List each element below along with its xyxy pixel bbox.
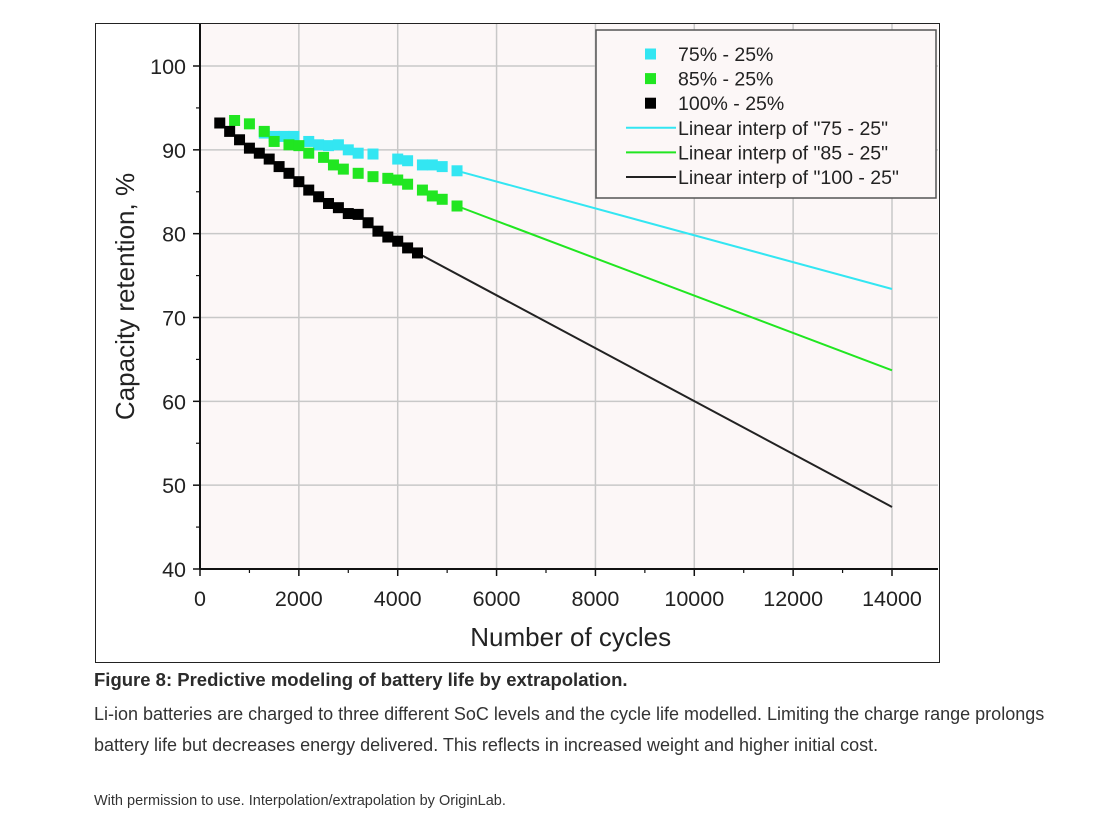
data-point — [293, 176, 305, 188]
data-point — [327, 159, 339, 171]
x-tick-label: 10000 — [664, 587, 724, 611]
x-tick-label: 4000 — [374, 587, 422, 611]
data-point — [402, 178, 414, 190]
data-point — [214, 117, 226, 129]
series-linear-interp-of-75-25 — [456, 169, 893, 290]
legend-marker-swatch — [645, 48, 656, 60]
data-point — [426, 159, 438, 171]
data-point — [243, 142, 255, 154]
data-point — [416, 184, 428, 196]
data-point — [313, 191, 325, 203]
legend-label: 75% - 25% — [678, 44, 773, 66]
data-point — [411, 247, 423, 259]
data-point — [426, 190, 438, 202]
series-linear-interp-of-100-25 — [417, 252, 893, 508]
series-100-25 — [214, 117, 423, 259]
legend-label: Linear interp of "75 - 25" — [678, 118, 888, 140]
data-point — [224, 125, 236, 137]
data-point — [392, 174, 404, 186]
battery-capacity-chart: 0 2000 4000 6000 8000 10000 12000 14000 40 50 60 70… — [110, 24, 938, 652]
data-point — [451, 165, 463, 177]
data-point — [288, 130, 300, 142]
fit-line — [417, 252, 893, 508]
data-point — [436, 193, 448, 205]
series-linear-interp-of-85-25 — [456, 205, 893, 372]
data-point — [229, 114, 241, 126]
fit-line — [456, 169, 893, 290]
y-tick-label: 40 — [162, 558, 186, 582]
data-point — [352, 147, 364, 159]
x-tick-label: 8000 — [572, 587, 620, 611]
x-tick-label: 0 — [194, 587, 206, 611]
data-point — [352, 167, 364, 179]
data-point — [303, 184, 315, 196]
data-point — [337, 163, 349, 175]
y-tick-label: 100 — [150, 55, 186, 79]
y-tick-label: 60 — [162, 390, 186, 414]
legend: 75% - 25% 85% - 25%100% - 25% Linear inter… — [595, 29, 937, 199]
data-point — [402, 155, 414, 167]
x-tick-label: 6000 — [473, 587, 521, 611]
y-tick-label: 50 — [162, 474, 186, 498]
data-point — [258, 125, 270, 137]
data-point — [318, 151, 330, 163]
data-point — [323, 140, 335, 152]
data-point — [392, 235, 404, 247]
x-tick-label: 14000 — [862, 587, 922, 611]
legend-marker-swatch — [645, 73, 656, 85]
data-point — [436, 161, 448, 173]
data-point — [342, 208, 354, 220]
data-point — [416, 159, 428, 171]
data-point — [273, 161, 285, 173]
data-point — [293, 140, 305, 152]
x-tick-label: 12000 — [763, 587, 823, 611]
data-point — [382, 172, 394, 184]
y-tick-label: 90 — [162, 139, 186, 163]
data-point — [392, 153, 404, 165]
data-point — [243, 118, 255, 130]
data-point — [283, 167, 295, 179]
fit-line — [456, 205, 893, 372]
legend-label: Linear interp of "100 - 25" — [678, 167, 899, 189]
legend-label: 100% - 25% — [678, 93, 784, 115]
data-point — [402, 242, 414, 254]
data-point — [367, 148, 379, 160]
y-axis-title: Capacity retention, % — [110, 173, 140, 420]
data-point — [268, 135, 280, 147]
data-point — [342, 144, 354, 156]
x-tick-label: 2000 — [275, 587, 323, 611]
legend-label: 85% - 25% — [678, 69, 773, 91]
legend-marker-swatch — [645, 97, 656, 109]
y-tick-label: 80 — [162, 223, 186, 247]
data-point — [278, 130, 290, 142]
figure-caption-title: Figure 8: Predictive modeling of battery… — [94, 669, 628, 690]
data-point — [372, 225, 384, 237]
figure-credit: With permission to use. Interpolation/ex… — [94, 793, 506, 809]
figure-frame: 0 2000 4000 6000 8000 10000 12000 14000 40 50 60 70… — [95, 23, 940, 663]
data-point — [283, 139, 295, 151]
data-point — [303, 147, 315, 159]
data-point — [332, 139, 344, 151]
series-75-25 — [258, 127, 463, 177]
data-point — [382, 231, 394, 243]
series-85-25 — [229, 114, 463, 212]
data-point — [352, 208, 364, 220]
data-point — [362, 217, 374, 229]
data-point — [263, 153, 275, 165]
data-point — [253, 147, 265, 159]
y-tick-label: 70 — [162, 307, 186, 331]
legend-label: Linear interp of "85 - 25" — [678, 142, 888, 164]
data-point — [323, 197, 335, 209]
data-point — [313, 139, 325, 151]
data-point — [234, 134, 246, 146]
data-point — [303, 135, 315, 147]
data-point — [367, 171, 379, 183]
data-point — [332, 202, 344, 214]
x-axis-title: Number of cycles — [470, 622, 671, 652]
figure-caption-body: Li-ion batteries are charged to three di… — [94, 704, 1045, 755]
data-point — [451, 200, 463, 212]
